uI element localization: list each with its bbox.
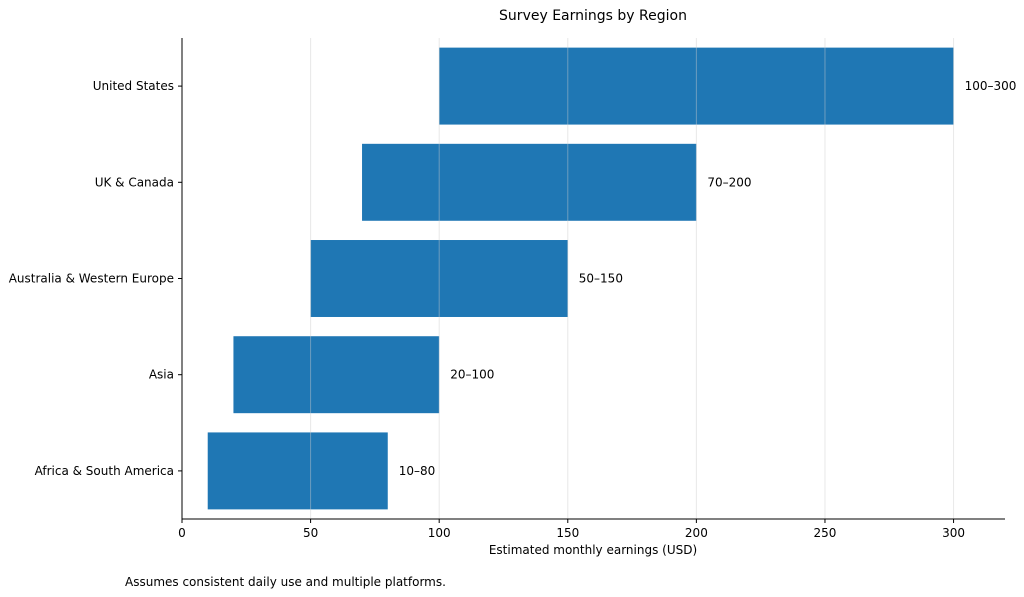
- y-tick-label: UK & Canada: [95, 175, 174, 189]
- bar: [362, 143, 697, 221]
- grid-lines: [310, 38, 955, 519]
- x-tick-label: 250: [814, 526, 837, 540]
- data-label: 10–80: [399, 464, 436, 478]
- x-tick-label: 0: [178, 526, 186, 540]
- footnote: Assumes consistent daily use and multipl…: [125, 575, 446, 589]
- x-tick-label: 150: [556, 526, 579, 540]
- x-axis-label: Estimated monthly earnings (USD): [489, 543, 697, 557]
- x-tick-label: 100: [428, 526, 451, 540]
- bar: [207, 432, 388, 510]
- x-ticks: 0 50 100 150 200 250 300: [178, 519, 965, 540]
- data-labels: 100–300 70–200 50–150 20–100 10–80: [399, 79, 1017, 478]
- y-tick-label: United States: [93, 79, 174, 93]
- y-ticks: United States UK & Canada Australia & West…: [9, 79, 182, 478]
- bar: [233, 336, 440, 414]
- y-tick-label: Australia & Western Europe: [9, 272, 174, 286]
- data-label: 50–150: [579, 272, 623, 286]
- y-tick-label: Asia: [149, 368, 174, 382]
- data-label: 20–100: [450, 368, 494, 382]
- bars: [207, 47, 954, 510]
- data-label: 70–200: [707, 175, 751, 189]
- chart-title: Survey Earnings by Region: [499, 8, 687, 24]
- x-tick-label: 200: [685, 526, 708, 540]
- bar: [310, 240, 568, 317]
- x-tick-label: 300: [942, 526, 965, 540]
- x-tick-label: 50: [303, 526, 318, 540]
- bar: [439, 47, 954, 125]
- y-tick-label: Africa & South America: [35, 464, 174, 478]
- data-label: 100–300: [965, 79, 1017, 93]
